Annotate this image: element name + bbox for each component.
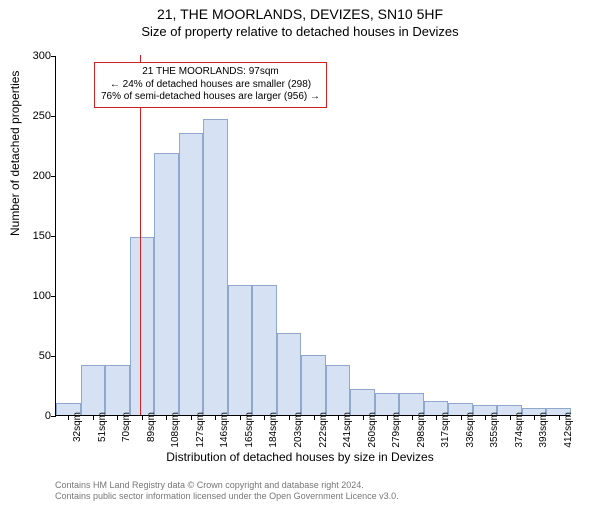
- histogram-bar: [277, 333, 302, 415]
- x-tick-mark: [117, 415, 118, 420]
- x-tick-label: 127sqm: [195, 412, 206, 448]
- x-tick-label: 184sqm: [268, 412, 279, 448]
- x-tick-mark: [191, 415, 192, 420]
- histogram-bar: [326, 365, 351, 415]
- y-axis-label: Number of detached properties: [8, 71, 22, 236]
- y-tick-mark: [51, 176, 56, 177]
- footer-attribution: Contains HM Land Registry data © Crown c…: [55, 480, 399, 502]
- x-tick-label: 51sqm: [97, 412, 108, 442]
- histogram-bar: [81, 365, 106, 415]
- x-tick-label: 108sqm: [170, 412, 181, 448]
- x-tick-label: 412sqm: [563, 412, 574, 448]
- histogram-bar: [130, 237, 155, 415]
- x-tick-mark: [461, 415, 462, 420]
- x-tick-mark: [387, 415, 388, 420]
- histogram-bar: [179, 133, 204, 415]
- x-tick-label: 89sqm: [146, 412, 157, 442]
- y-tick-label: 200: [16, 170, 51, 182]
- x-tick-mark: [289, 415, 290, 420]
- x-tick-label: 260sqm: [367, 412, 378, 448]
- x-tick-mark: [534, 415, 535, 420]
- x-tick-label: 165sqm: [244, 412, 255, 448]
- x-tick-label: 222sqm: [318, 412, 329, 448]
- x-tick-label: 279sqm: [391, 412, 402, 448]
- address-title: 21, THE MOORLANDS, DEVIZES, SN10 5HF: [0, 6, 600, 22]
- y-tick-mark: [51, 116, 56, 117]
- y-tick-mark: [51, 356, 56, 357]
- y-tick-label: 150: [16, 230, 51, 242]
- x-tick-label: 203sqm: [293, 412, 304, 448]
- y-tick-label: 0: [16, 410, 51, 422]
- title-block: 21, THE MOORLANDS, DEVIZES, SN10 5HF Siz…: [0, 6, 600, 39]
- x-tick-mark: [215, 415, 216, 420]
- x-tick-mark: [142, 415, 143, 420]
- y-tick-mark: [51, 296, 56, 297]
- histogram-bar: [203, 119, 228, 415]
- x-tick-label: 317sqm: [440, 412, 451, 448]
- annotation-line: 76% of semi-detached houses are larger (…: [101, 91, 320, 104]
- x-tick-mark: [93, 415, 94, 420]
- y-tick-label: 100: [16, 290, 51, 302]
- y-tick-mark: [51, 56, 56, 57]
- y-tick-label: 50: [16, 350, 51, 362]
- x-tick-label: 336sqm: [465, 412, 476, 448]
- footer-line-1: Contains HM Land Registry data © Crown c…: [55, 480, 399, 491]
- annotation-line: ← 24% of detached houses are smaller (29…: [101, 79, 320, 92]
- histogram-bar: [154, 153, 179, 415]
- chart-area: 05010015020025030032sqm51sqm70sqm89sqm10…: [55, 56, 570, 416]
- x-tick-mark: [264, 415, 265, 420]
- histogram-bar: [252, 285, 277, 415]
- y-tick-label: 250: [16, 110, 51, 122]
- y-tick-mark: [51, 416, 56, 417]
- x-tick-label: 70sqm: [121, 412, 132, 442]
- y-tick-mark: [51, 236, 56, 237]
- x-tick-mark: [510, 415, 511, 420]
- subtitle: Size of property relative to detached ho…: [0, 24, 600, 39]
- x-tick-mark: [338, 415, 339, 420]
- x-tick-label: 298sqm: [416, 412, 427, 448]
- plot-region: 05010015020025030032sqm51sqm70sqm89sqm10…: [55, 56, 570, 416]
- x-tick-mark: [68, 415, 69, 420]
- x-tick-label: 32sqm: [72, 412, 83, 442]
- x-tick-label: 241sqm: [342, 412, 353, 448]
- reference-vline: [140, 55, 141, 415]
- x-tick-label: 355sqm: [489, 412, 500, 448]
- histogram-bar: [105, 365, 130, 415]
- x-tick-label: 393sqm: [538, 412, 549, 448]
- x-tick-mark: [485, 415, 486, 420]
- y-tick-label: 300: [16, 50, 51, 62]
- histogram-bar: [228, 285, 253, 415]
- x-tick-mark: [412, 415, 413, 420]
- annotation-line: 21 THE MOORLANDS: 97sqm: [101, 66, 320, 79]
- x-tick-mark: [166, 415, 167, 420]
- annotation-box: 21 THE MOORLANDS: 97sqm← 24% of detached…: [94, 62, 327, 108]
- x-tick-mark: [240, 415, 241, 420]
- x-tick-mark: [314, 415, 315, 420]
- x-tick-label: 374sqm: [514, 412, 525, 448]
- x-tick-mark: [559, 415, 560, 420]
- x-tick-mark: [363, 415, 364, 420]
- footer-line-2: Contains public sector information licen…: [55, 491, 399, 502]
- x-axis-label: Distribution of detached houses by size …: [0, 450, 600, 464]
- histogram-bar: [301, 355, 326, 415]
- x-tick-label: 146sqm: [219, 412, 230, 448]
- x-tick-mark: [436, 415, 437, 420]
